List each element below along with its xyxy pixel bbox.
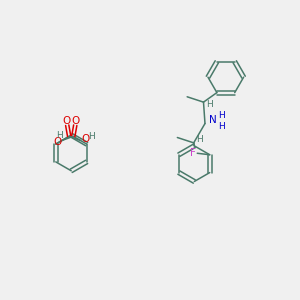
Text: H: H [196, 135, 203, 144]
Text: O: O [71, 116, 80, 126]
Text: H: H [218, 111, 225, 120]
Text: O: O [53, 136, 61, 147]
Text: H: H [206, 100, 213, 109]
Text: O: O [81, 134, 89, 144]
Text: O: O [62, 116, 71, 126]
Text: N: N [209, 115, 217, 125]
Text: H: H [88, 132, 95, 141]
Text: H: H [56, 131, 62, 140]
Text: H: H [218, 122, 225, 131]
Text: F: F [190, 148, 195, 158]
